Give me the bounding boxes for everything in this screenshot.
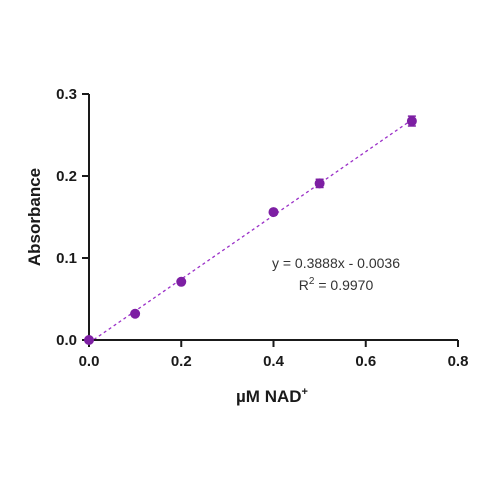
- x-axis-title: µM NAD+: [236, 386, 308, 406]
- x-tick-label: 0.6: [355, 353, 376, 370]
- data-point: [130, 308, 141, 319]
- y-axis-title: Absorbance: [25, 168, 44, 266]
- r-squared-value: = 0.9970: [314, 277, 373, 293]
- points-layer: [84, 115, 417, 345]
- data-point: [268, 207, 279, 218]
- x-tick-label: 0.4: [263, 353, 285, 370]
- y-tick-label: 0.2: [56, 168, 77, 185]
- r-squared-sup: 2: [309, 276, 315, 287]
- data-point: [406, 116, 417, 127]
- y-tick-label: 0.3: [56, 86, 77, 103]
- data-point: [314, 178, 325, 189]
- x-tick-label: 0.2: [171, 353, 192, 370]
- data-point: [176, 276, 187, 287]
- x-axis-title-main: µM NAD: [236, 387, 302, 406]
- y-tick-label: 0.1: [56, 250, 77, 267]
- y-tick-label: 0.0: [56, 332, 77, 349]
- x-axis-title-sup: +: [302, 386, 308, 398]
- axes-layer: 0.0 0.1 0.2 0.3 0.0 0.2 0.4 0.6 0.8: [56, 86, 468, 370]
- r-squared-label: R2 = 0.9970: [299, 276, 374, 293]
- equation-label: y = 0.3888x - 0.0036: [272, 255, 400, 271]
- data-point: [84, 335, 94, 345]
- x-tick-label: 0.0: [79, 353, 100, 370]
- x-tick-label: 0.8: [448, 353, 469, 370]
- r-squared-r: R: [299, 277, 309, 293]
